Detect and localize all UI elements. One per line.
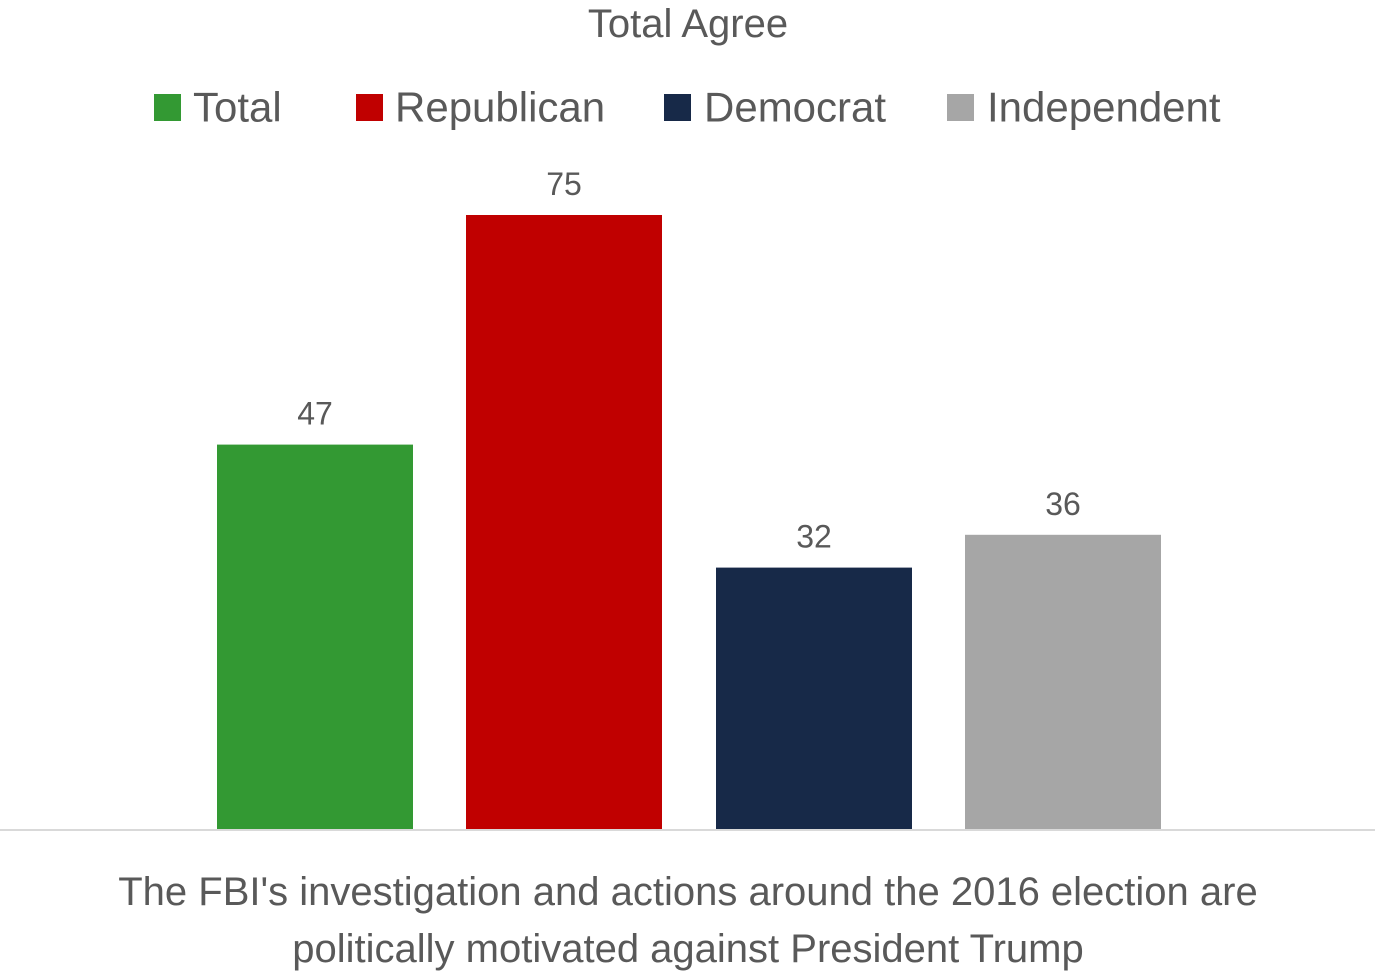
legend-swatch-republican: [356, 94, 383, 121]
legend-label-republican: Republican: [395, 84, 605, 131]
legend-label-democrat: Democrat: [704, 84, 886, 131]
legend-swatch-democrat: [664, 94, 691, 121]
chart-legend: Total Republican Democrat Independent: [154, 84, 1221, 131]
bar-republican: [466, 215, 662, 830]
data-label-total: 47: [297, 396, 333, 432]
legend-swatch-independent: [947, 94, 974, 121]
bar-group: [217, 215, 1161, 830]
chart-title: Total Agree: [588, 2, 788, 46]
data-label-independent: 36: [1045, 486, 1081, 522]
legend-label-independent: Independent: [987, 84, 1221, 131]
bar-democrat: [716, 567, 912, 830]
x-axis-caption-line-2: politically motivated against President …: [292, 927, 1083, 971]
legend-label-total: Total: [193, 84, 282, 131]
bar-independent: [965, 534, 1161, 830]
bar-total: [217, 444, 413, 830]
data-label-democrat: 32: [796, 519, 832, 555]
data-label-group: 47 75 32 36: [297, 166, 1081, 555]
data-label-republican: 75: [546, 166, 582, 202]
legend-swatch-total: [154, 94, 181, 121]
x-axis-caption-line-1: The FBI's investigation and actions arou…: [118, 870, 1257, 914]
